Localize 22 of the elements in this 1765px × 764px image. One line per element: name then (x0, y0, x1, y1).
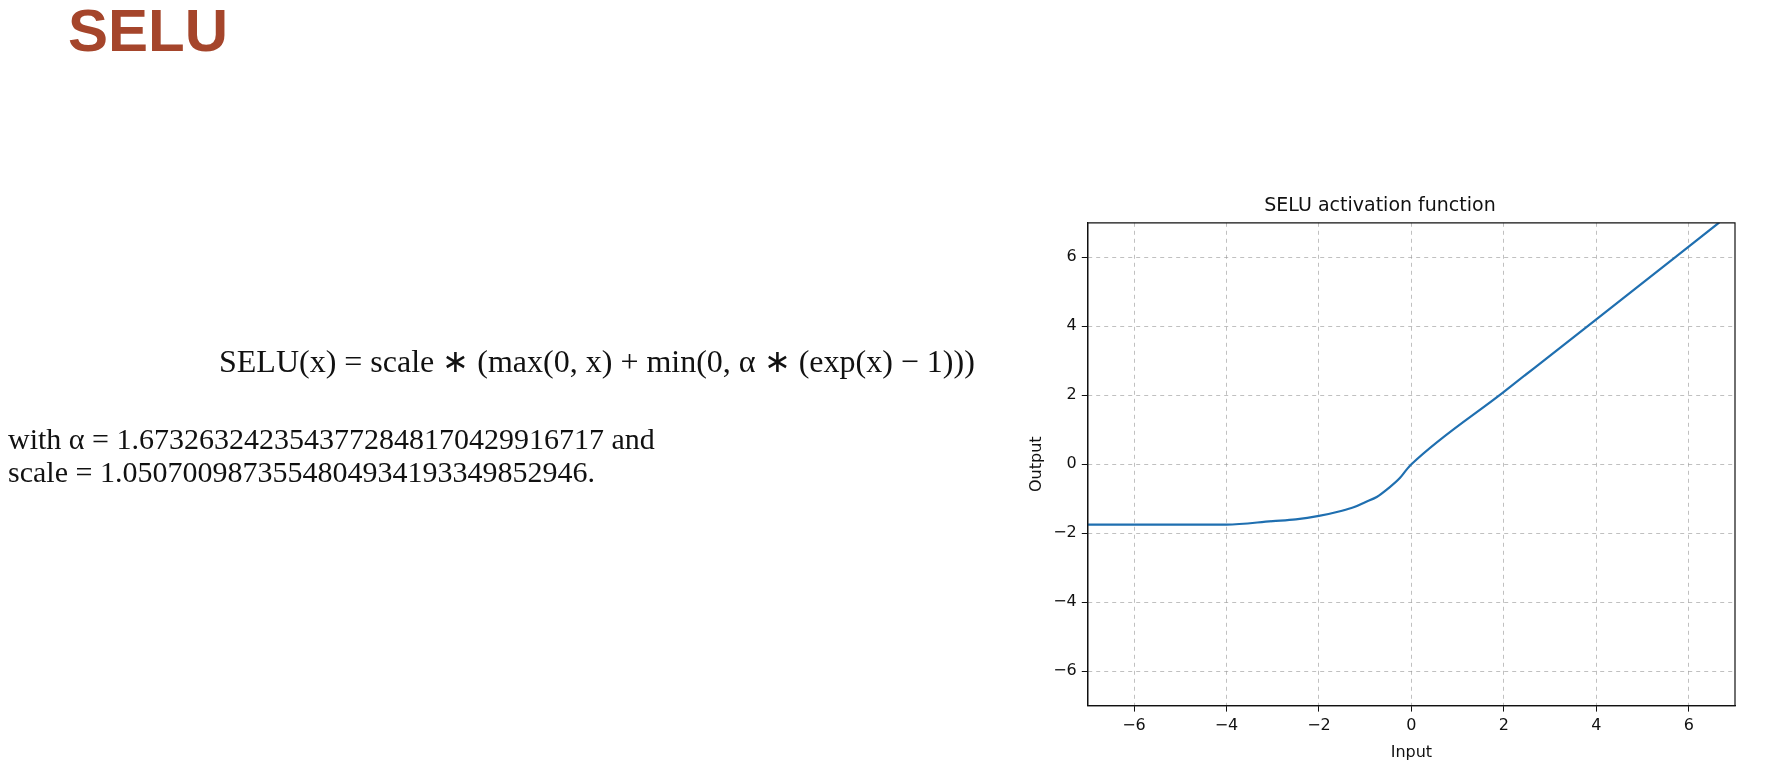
y-tick-label: 0 (1066, 453, 1077, 473)
y-tick-label: −2 (1053, 522, 1077, 542)
x-tick-label: −6 (1122, 715, 1146, 735)
y-tick-label: 6 (1066, 246, 1077, 266)
x-axis-title: Input (1390, 741, 1433, 761)
x-tick-label: 2 (1498, 715, 1509, 735)
text: with α = 1.6732632423543772848170429916717 and (8, 422, 655, 456)
text: scale = 1.0507009873554804934193349852946. (8, 455, 595, 489)
x-tick-label: 6 (1683, 715, 1694, 735)
text: SELU (68, 0, 229, 65)
x-tick-label: 0 (1406, 715, 1417, 735)
y-tick-label: −4 (1053, 591, 1077, 611)
y-tick-label: 2 (1066, 384, 1077, 404)
y-axis-title: Output (1025, 436, 1045, 492)
y-tick-label: −6 (1053, 660, 1077, 680)
x-tick-label: 4 (1591, 715, 1602, 735)
line-series (1087, 222, 1720, 526)
x-tick-label: −2 (1307, 715, 1331, 735)
text: SELU(x) = scale ∗ (max(0, x) + min(0, α ∗ (exp(x) − 1))) (219, 342, 975, 380)
chart-title: SELU activation function (1264, 193, 1496, 216)
x-tick-label: −4 (1214, 715, 1239, 735)
y-tick-label: 4 (1066, 315, 1077, 335)
